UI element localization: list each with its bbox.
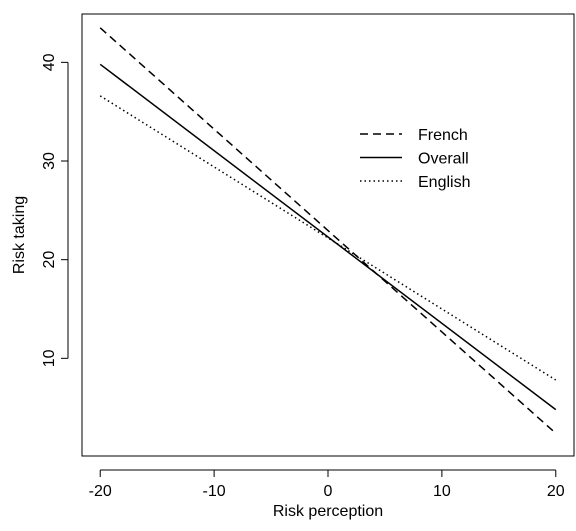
x-tick-label: 0 [324,483,333,500]
line [99,63,557,411]
y-tick-label: 30 [41,152,58,170]
y-tick-label: 10 [41,349,58,367]
legend-label: French [418,127,468,144]
x-tick-label: 20 [547,483,565,500]
line [99,95,557,381]
x-axis-label: Risk perception [273,503,383,520]
y-tick-label: 40 [41,53,58,71]
x-tick-label: -20 [89,483,112,500]
legend-label: English [418,174,470,191]
y-tick-label: 20 [41,251,58,269]
line [99,27,557,434]
x-tick-label: -10 [203,483,226,500]
plot-box [81,13,575,457]
x-tick-label: 10 [433,483,451,500]
y-axis-label: Risk taking [11,196,28,274]
legend-label: Overall [418,151,469,168]
